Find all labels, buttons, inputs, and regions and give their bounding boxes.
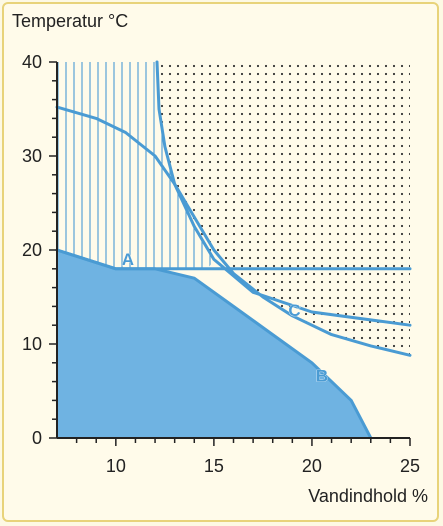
plot-regions [57, 62, 410, 438]
y-axis-label: Temperatur °C [12, 11, 128, 31]
axes [49, 61, 411, 446]
series-label-b: B [316, 367, 328, 386]
x-tick-label: 15 [204, 456, 224, 476]
y-tick-label: 30 [22, 146, 42, 166]
series-line-c [55, 105, 412, 357]
series-line-b [55, 248, 373, 440]
x-tick-label: 25 [400, 456, 420, 476]
y-tick-label: 10 [22, 334, 42, 354]
series-line-boundary [155, 60, 412, 327]
y-tick-label: 0 [32, 428, 42, 448]
series-label-a: A [122, 250, 134, 269]
series-annotations: A B C [121, 250, 328, 386]
hatched-region [57, 62, 214, 269]
series-label-c: C [288, 301, 300, 320]
x-tick-label: 10 [106, 456, 126, 476]
tick-labels: 10 15 20 25 0 10 20 30 40 [22, 52, 420, 476]
pocket-dots [213, 250, 410, 356]
x-tick-label: 20 [302, 456, 322, 476]
white-region [213, 250, 410, 438]
y-tick-label: 40 [22, 52, 42, 72]
x-axis-label: Vandindhold % [308, 486, 428, 506]
solid-region [57, 250, 371, 438]
y-tick-label: 20 [22, 240, 42, 260]
series-lines [55, 60, 412, 440]
